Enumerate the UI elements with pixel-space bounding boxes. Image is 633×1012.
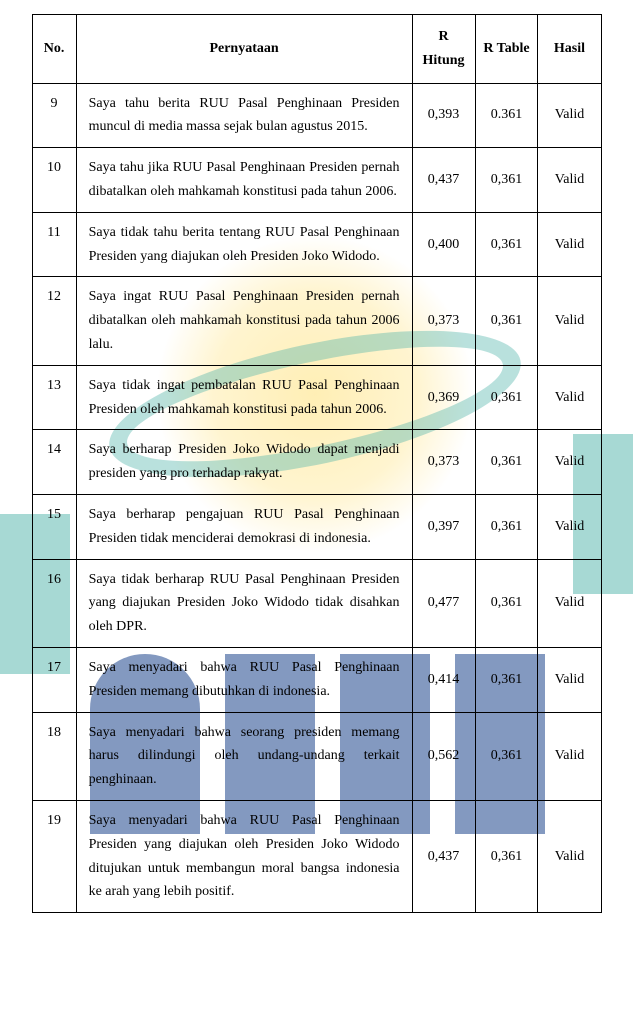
table-row: 11 Saya tidak tahu berita tentang RUU Pa… <box>32 212 601 277</box>
col-no: No. <box>32 15 76 84</box>
cell-hasil: Valid <box>538 148 601 213</box>
cell-statement: Saya tahu jika RUU Pasal Penghinaan Pres… <box>76 148 412 213</box>
cell-statement: Saya ingat RUU Pasal Penghinaan Presiden… <box>76 277 412 365</box>
table-row: 18 Saya menyadari bahwa seorang presiden… <box>32 712 601 800</box>
col-hasil: Hasil <box>538 15 601 84</box>
cell-r-hitung: 0,562 <box>412 712 475 800</box>
cell-statement: Saya tidak ingat pembatalan RUU Pasal Pe… <box>76 365 412 430</box>
table-row: 14 Saya berharap Presiden Joko Widodo da… <box>32 430 601 495</box>
cell-hasil: Valid <box>538 800 601 912</box>
table-row: 19 Saya menyadari bahwa RUU Pasal Penghi… <box>32 800 601 912</box>
cell-r-hitung: 0,373 <box>412 430 475 495</box>
cell-no: 11 <box>32 212 76 277</box>
cell-r-table: 0,361 <box>475 712 538 800</box>
table-row: 12 Saya ingat RUU Pasal Penghinaan Presi… <box>32 277 601 365</box>
cell-r-table: 0,361 <box>475 800 538 912</box>
table-row: 10 Saya tahu jika RUU Pasal Penghinaan P… <box>32 148 601 213</box>
cell-r-hitung: 0,437 <box>412 148 475 213</box>
cell-r-hitung: 0,393 <box>412 83 475 148</box>
col-r-hitung: R Hitung <box>412 15 475 84</box>
cell-statement: Saya tidak tahu berita tentang RUU Pasal… <box>76 212 412 277</box>
cell-r-hitung: 0,369 <box>412 365 475 430</box>
cell-statement: Saya menyadari bahwa seorang presiden me… <box>76 712 412 800</box>
cell-no: 12 <box>32 277 76 365</box>
cell-statement: Saya berharap pengajuan RUU Pasal Penghi… <box>76 494 412 559</box>
cell-no: 18 <box>32 712 76 800</box>
cell-statement: Saya tidak berharap RUU Pasal Penghinaan… <box>76 559 412 647</box>
cell-no: 14 <box>32 430 76 495</box>
cell-statement: Saya menyadari bahwa RUU Pasal Penghinaa… <box>76 800 412 912</box>
cell-r-hitung: 0,397 <box>412 494 475 559</box>
cell-no: 19 <box>32 800 76 912</box>
cell-r-table: 0,361 <box>475 148 538 213</box>
col-pernyataan: Pernyataan <box>76 15 412 84</box>
cell-r-hitung: 0,373 <box>412 277 475 365</box>
cell-r-table: 0,361 <box>475 647 538 712</box>
cell-hasil: Valid <box>538 712 601 800</box>
validity-table: No. Pernyataan R Hitung R Table Hasil 9 … <box>32 14 602 913</box>
cell-hasil: Valid <box>538 559 601 647</box>
cell-no: 16 <box>32 559 76 647</box>
cell-hasil: Valid <box>538 647 601 712</box>
cell-no: 13 <box>32 365 76 430</box>
cell-r-hitung: 0,437 <box>412 800 475 912</box>
cell-hasil: Valid <box>538 212 601 277</box>
cell-no: 15 <box>32 494 76 559</box>
cell-no: 17 <box>32 647 76 712</box>
cell-r-table: 0,361 <box>475 430 538 495</box>
cell-r-hitung: 0,477 <box>412 559 475 647</box>
cell-statement: Saya berharap Presiden Joko Widodo dapat… <box>76 430 412 495</box>
cell-hasil: Valid <box>538 83 601 148</box>
cell-r-hitung: 0,400 <box>412 212 475 277</box>
cell-r-table: 0,361 <box>475 365 538 430</box>
cell-hasil: Valid <box>538 430 601 495</box>
cell-r-table: 0.361 <box>475 83 538 148</box>
table-row: 15 Saya berharap pengajuan RUU Pasal Pen… <box>32 494 601 559</box>
cell-statement: Saya tahu berita RUU Pasal Penghinaan Pr… <box>76 83 412 148</box>
cell-r-table: 0,361 <box>475 494 538 559</box>
cell-hasil: Valid <box>538 494 601 559</box>
col-r-table: R Table <box>475 15 538 84</box>
cell-r-table: 0,361 <box>475 277 538 365</box>
table-header-row: No. Pernyataan R Hitung R Table Hasil <box>32 15 601 84</box>
cell-hasil: Valid <box>538 277 601 365</box>
cell-no: 10 <box>32 148 76 213</box>
cell-r-table: 0,361 <box>475 212 538 277</box>
cell-statement: Saya menyadari bahwa RUU Pasal Penghinaa… <box>76 647 412 712</box>
cell-hasil: Valid <box>538 365 601 430</box>
table-row: 16 Saya tidak berharap RUU Pasal Penghin… <box>32 559 601 647</box>
table-row: 13 Saya tidak ingat pembatalan RUU Pasal… <box>32 365 601 430</box>
cell-r-hitung: 0,414 <box>412 647 475 712</box>
table-row: 9 Saya tahu berita RUU Pasal Penghinaan … <box>32 83 601 148</box>
cell-no: 9 <box>32 83 76 148</box>
cell-r-table: 0,361 <box>475 559 538 647</box>
table-row: 17 Saya menyadari bahwa RUU Pasal Penghi… <box>32 647 601 712</box>
